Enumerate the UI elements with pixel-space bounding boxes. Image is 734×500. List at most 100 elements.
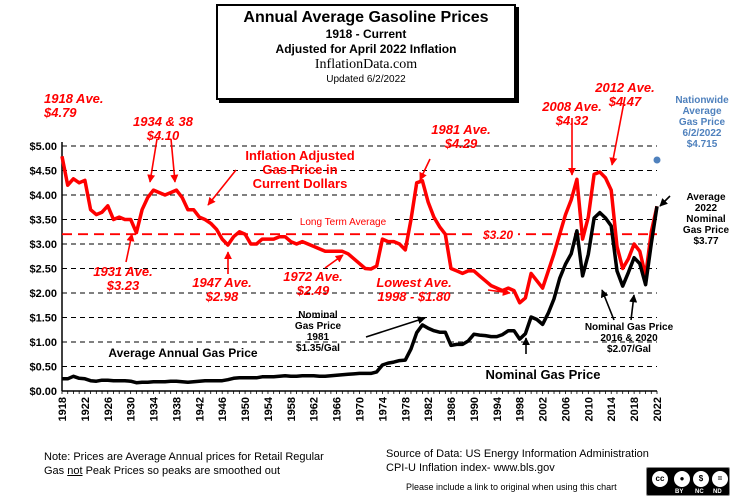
x-tick-label: 1950: [240, 397, 252, 421]
annotation-nationwide: Gas Price: [679, 117, 726, 128]
annotation-1947: $2.98: [205, 289, 239, 304]
annotation-inflation: Current Dollars: [253, 176, 348, 191]
annotation-1931: 1931 Ave.: [93, 264, 153, 279]
annotation-arrow: [365, 316, 426, 338]
annotation-nationwide: $4.715: [687, 139, 718, 150]
annotation-arrow: [170, 138, 179, 183]
footnote-source: Source of Data: US Energy Information Ad…: [386, 447, 649, 475]
annotation-arrow: [147, 138, 158, 183]
y-tick-label: $4.50: [29, 166, 57, 178]
x-tick-label: 1970: [355, 397, 367, 421]
title-box: Annual Average Gasoline Prices 1918 - Cu…: [216, 4, 516, 100]
annotation-nominal2016: Nominal Gas Price: [585, 322, 674, 333]
x-tick-label: 2014: [606, 396, 618, 421]
annotation-1972: $2.49: [296, 283, 330, 298]
annotation-arrow: [324, 254, 344, 269]
annotation-nationwide: 6/2/2022: [683, 128, 722, 139]
cc-license-badge[interactable]: cc ● $ = BY NC ND: [646, 467, 730, 496]
annotation-nominal2016: $2.07/Gal: [607, 344, 651, 355]
x-tick-label: 1982: [423, 397, 435, 421]
long-term-average: Long Term Average $3.20: [62, 214, 657, 242]
chart-title: Annual Average Gasoline Prices: [243, 9, 489, 26]
cc-logo-icon: cc: [651, 470, 669, 488]
y-tick-label: $1.50: [29, 313, 57, 325]
x-tick-label: 1998: [515, 397, 527, 421]
annotation-avg2022: 2022: [695, 203, 718, 214]
y-tick-label: $3.00: [29, 239, 57, 251]
x-tick-label: 2010: [583, 397, 595, 421]
annotation-arrow: [419, 158, 431, 181]
annotation-avg2022: Nominal: [686, 214, 726, 225]
x-tick-label: 1942: [194, 397, 206, 421]
y-tick-label: $2.00: [29, 288, 57, 300]
annotation-1934: 1934 & 38: [133, 114, 194, 129]
annotation-1947: 1947 Ave.: [192, 275, 252, 290]
cc-nd-label: ND: [713, 489, 722, 495]
annotation-lowest: Lowest Ave.: [376, 275, 451, 290]
x-tick-label: 1994: [492, 396, 504, 421]
gridlines: [62, 145, 657, 367]
site-name: InflationData.com: [314, 57, 418, 72]
chart-subtitle-inflation: Adjusted for April 2022 Inflation: [275, 42, 457, 56]
inflation-adjusted-line: [60, 155, 659, 305]
y-tick-label: $2.50: [29, 264, 57, 276]
annotation-arrow: [629, 294, 638, 321]
x-tick-label: 1938: [171, 397, 183, 421]
x-tick-label: 1974: [377, 396, 389, 421]
annotation-1981: 1981 Ave.: [431, 122, 491, 137]
x-axis: 1918 1922 1926 1930 1934 1938 1942 1946 1950 1954…: [57, 390, 664, 421]
x-tick-label: 1918: [57, 397, 69, 421]
y-tick-label: $0.00: [29, 386, 57, 398]
annotation-1934: $4.10: [146, 128, 180, 143]
x-tick-label: 2022: [652, 397, 664, 421]
annotation-nominal1981: 1981: [307, 332, 330, 343]
source-line-2: CPI-U Inflation index- www.bls.gov: [386, 462, 555, 474]
x-tick-label: 1926: [103, 397, 115, 421]
annotation-arrow: [487, 288, 511, 296]
x-tick-label: 2018: [629, 397, 641, 421]
y-tick-label: $4.00: [29, 190, 57, 202]
annotation-1931: $3.23: [106, 278, 140, 293]
annotation-avgannual: Average Annual Gas Price: [108, 346, 258, 360]
annotation-1981: $4.29: [444, 136, 478, 151]
x-tick-label: 1990: [469, 397, 481, 421]
series-lines: [60, 155, 661, 385]
note-line-2-a: Gas: [44, 465, 68, 477]
annotation-2008: 2008 Ave.: [541, 99, 602, 114]
annotation-2008: $4.32: [555, 113, 589, 128]
nominal-price-line: [62, 206, 659, 385]
x-tick-label: 2006: [560, 397, 572, 421]
y-tick-label: $1.00: [29, 337, 57, 349]
footnote-note: Note: Prices are Average Annual prices f…: [44, 450, 324, 478]
x-tick-label: 2002: [538, 397, 550, 421]
x-tick-label: 1954: [263, 396, 275, 421]
nd-equals-icon: =: [711, 470, 729, 488]
nc-dollar-icon: $: [692, 470, 710, 488]
x-tick-label: 1934: [149, 396, 161, 421]
note-line-2: Gas not Peak Prices so peaks are smoothe…: [44, 464, 324, 478]
annotations: 1918 Ave.$4.79 1934 & 38$4.10 Inflation Ad…: [43, 80, 730, 382]
annotation-arrow: [609, 96, 626, 166]
annotation-inflation: Inflation Adjusted: [245, 148, 354, 163]
link-note: Please include a link to original when u…: [406, 482, 617, 492]
annotation-arrow: [207, 169, 237, 206]
cc-by-label: BY: [675, 489, 684, 495]
note-line-2-b: Peak Prices so peaks are smoothed out: [82, 465, 281, 477]
x-tick-label: 1946: [217, 397, 229, 421]
annotation-2012: 2012 Ave.: [594, 80, 655, 95]
x-tick-label: 1962: [309, 397, 321, 421]
note-line-1: Note: Prices are Average Annual prices f…: [44, 451, 324, 463]
annotation-nominal2016: 2016 & 2020: [600, 333, 658, 344]
x-tick-label: 1966: [332, 397, 344, 421]
x-tick-label: 1978: [400, 397, 412, 421]
annotation-avg2022: $3.77: [693, 236, 718, 247]
cc-nc-label: NC: [695, 489, 704, 495]
y-axis: $0.00 $0.50 $1.00 $1.50 $2.00 $2.50 $3.00 $3.50…: [29, 141, 63, 398]
nationwide-point: [653, 156, 661, 164]
annotation-arrow: [600, 289, 615, 321]
y-tick-label: $5.00: [29, 141, 57, 153]
annotation-nominal1981: $1.35/Gal: [296, 343, 340, 354]
annotation-nationwide: Nationwide: [675, 95, 729, 106]
annotation-arrows: [125, 96, 671, 354]
